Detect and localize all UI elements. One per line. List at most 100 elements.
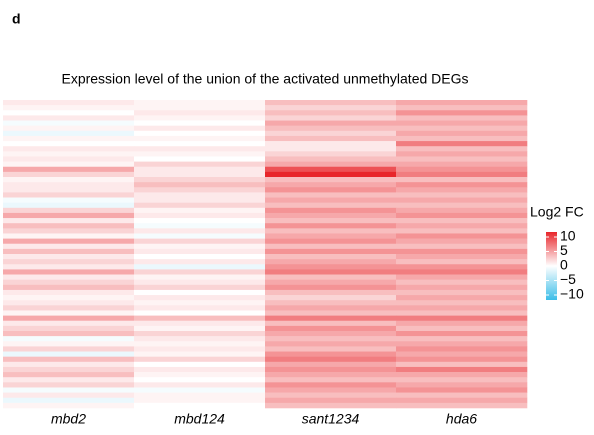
heatmap-cell [265,187,397,193]
heatmap-cell [3,382,135,388]
heatmap-cell [134,243,266,250]
heatmap-cell [3,100,135,106]
heatmap-cell [3,202,135,209]
heatmap-cell [265,141,397,147]
heatmap-cell [396,212,528,219]
heatmap-cell [134,254,266,260]
heatmap-cell [265,192,397,198]
heatmap-cell [3,177,135,183]
heatmap-cell [396,284,528,291]
heatmap-cell [396,336,528,342]
heatmap-cell [265,146,397,152]
heatmap-cell [3,305,135,311]
heatmap-cell [134,233,266,239]
heatmap-cell [3,289,135,296]
heatmap-cell [396,377,528,383]
heatmap-cell [265,300,397,306]
heatmap-cell [3,397,135,404]
heatmap-cell [396,351,528,357]
heatmap-cell [396,182,528,188]
heatmap-cell [265,351,397,357]
heatmap-cell [396,254,528,260]
heatmap-cell [265,115,397,121]
heatmap-cell [265,125,397,132]
heatmap-cell [265,182,397,188]
heatmap-cell [134,135,266,142]
heatmap-cell [134,259,266,265]
heatmap-cell [3,135,135,142]
heatmap-cell [3,356,135,363]
heatmap-cell [3,223,135,229]
heatmap-cell [265,402,397,409]
heatmap-cell [265,156,397,162]
heatmap-cell [3,279,135,286]
heatmap-cell [3,115,135,121]
heatmap-cell [3,372,135,378]
heatmap-cell [134,264,266,270]
heatmap-cell [265,233,397,239]
heatmap-cell [3,377,135,383]
heatmap-cell [134,346,266,352]
heatmap-cell [3,161,135,168]
heatmap-cell [134,382,266,388]
heatmap-cell [3,110,135,116]
heatmap-cell [265,166,397,173]
heatmap-cell [134,238,266,245]
heatmap-cell [134,223,266,229]
heatmap-cell [396,346,528,352]
heatmap-cell [265,171,397,178]
heatmap-cell [134,187,266,193]
chart-title: Expression level of the union of the act… [61,71,468,87]
heatmap-cell [3,346,135,352]
heatmap-cell [134,366,266,373]
heatmap-cell [265,130,397,137]
column-label: sant1234 [302,411,360,427]
heatmap-cell [134,315,266,322]
heatmap-cell [396,141,528,147]
heatmap-cell [134,212,266,219]
column-label: mbd124 [174,411,225,427]
heatmap-cell [265,100,397,106]
heatmap-cell [134,177,266,183]
heatmap-cell [396,264,528,270]
heatmap-cell [396,310,528,316]
heatmap-cell [134,274,266,280]
heatmap-cell [265,207,397,214]
heatmap-cell [134,156,266,162]
heatmap-cell [134,110,266,116]
heatmap-cell [396,125,528,132]
heatmap-cell [3,310,135,316]
heatmap-cell [396,202,528,209]
heatmap-cell [134,105,266,111]
heatmap-cell [396,151,528,157]
heatmap-cell [3,156,135,162]
heatmap-cell [134,305,266,311]
heatmap-cell [3,125,135,132]
heatmap-cell [3,336,135,342]
column-label: mbd2 [51,411,86,427]
heatmap-cell [3,361,135,368]
heatmap-cell [265,361,397,368]
heatmap-cell [396,331,528,337]
heatmap-cell [265,325,397,332]
heatmap-cell [396,274,528,280]
heatmap-cell [265,356,397,363]
heatmap-cell [134,372,266,378]
heatmap-cell [3,259,135,265]
heatmap-cell [3,366,135,373]
heatmap-cell [3,141,135,147]
heatmap-cell [265,197,397,203]
heatmap-cell [396,259,528,265]
heatmap-cell [3,187,135,193]
heatmap-cell [396,177,528,183]
heatmap-cell [396,248,528,255]
heatmap-cell [396,135,528,142]
heatmap-cell [3,207,135,214]
heatmap-cell [134,192,266,198]
heatmap-cell [396,243,528,250]
heatmap-cell [396,130,528,137]
heatmap-cell [396,146,528,152]
heatmap-cell [3,269,135,275]
heatmap-cell [265,254,397,260]
heatmap-cell [265,284,397,291]
